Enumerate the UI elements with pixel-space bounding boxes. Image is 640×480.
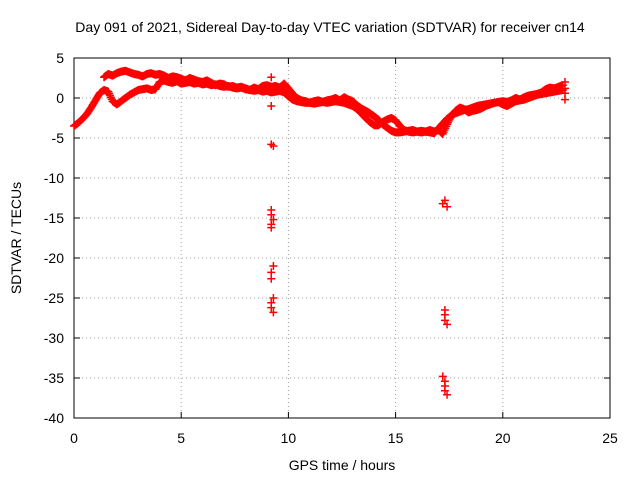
outlier-point: [267, 86, 276, 94]
y-tick-label: -5: [52, 130, 65, 146]
y-tick-label: 5: [56, 50, 64, 66]
chart-title: Day 091 of 2021, Sidereal Day-to-day VTE…: [75, 19, 585, 35]
data-points: [70, 66, 569, 399]
y-tick-label: -20: [44, 250, 64, 266]
x-tick-label: 5: [177, 430, 185, 446]
y-tick-label: -25: [44, 290, 64, 306]
plot-frame: [73, 57, 611, 419]
y-tick-label: -10: [44, 170, 64, 186]
data-point: [443, 118, 452, 127]
y-tick-label: -15: [44, 210, 64, 226]
outlier-point: [267, 210, 276, 219]
x-tick-label: 25: [602, 430, 618, 446]
outlier-point: [267, 102, 276, 110]
y-axis-label: SDTVAR / TECUs: [8, 182, 24, 294]
outlier-point: [443, 320, 452, 329]
outlier-point: [269, 215, 278, 224]
outlier-point: [267, 73, 276, 82]
x-tick-label: 15: [388, 430, 404, 446]
outlier-point: [269, 294, 278, 302]
data-point: [445, 115, 454, 124]
grid: [74, 58, 610, 418]
outlier-point: [438, 372, 447, 381]
data-point: [444, 116, 453, 125]
outlier-point: [443, 202, 452, 211]
outlier-point: [269, 142, 278, 150]
outlier-point: [267, 223, 276, 232]
outlier-point: [267, 303, 276, 312]
x-tick-label: 0: [70, 430, 78, 446]
data-point: [443, 120, 452, 129]
outlier-point: [269, 262, 278, 270]
outlier-point: [269, 308, 278, 317]
axis-ticks: 0 5 10 15 20 25 5 0 -5 -10 -15 -20 -25 -30 -35 -40: [44, 50, 618, 446]
y-tick-label: -40: [44, 410, 64, 426]
outlier-point: [267, 274, 276, 283]
y-tick-label: -35: [44, 370, 64, 386]
outlier-point: [443, 390, 452, 399]
y-tick-label: 0: [56, 90, 64, 106]
outlier-point: [438, 199, 447, 208]
y-tick-label: -30: [44, 330, 64, 346]
outlier-point: [560, 95, 569, 104]
x-tick-label: 10: [281, 430, 297, 446]
x-axis-label: GPS time / hours: [289, 457, 396, 473]
x-tick-label: 20: [495, 430, 511, 446]
